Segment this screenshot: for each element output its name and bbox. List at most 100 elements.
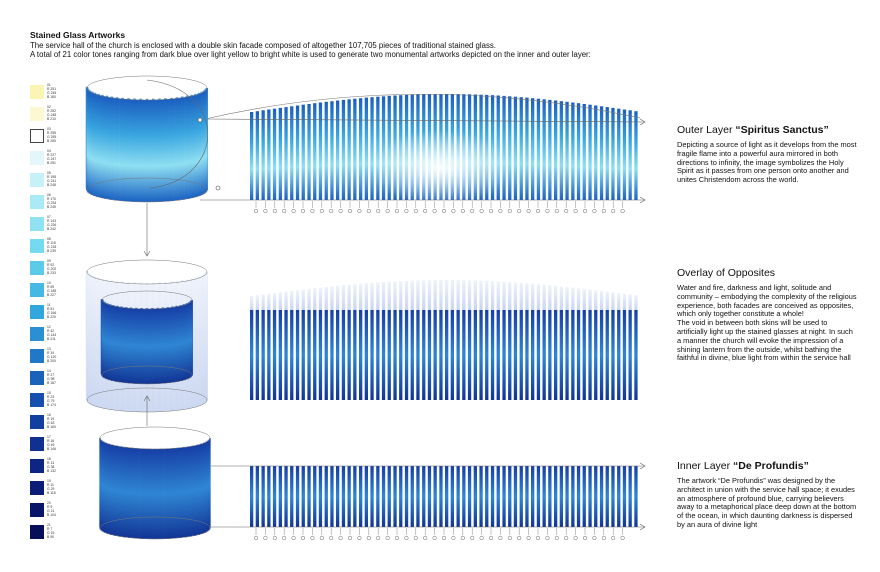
- facade-panel: [565, 101, 569, 200]
- inner-layer-panel: Inner Layer “De Profundis” The artwork “…: [677, 460, 857, 530]
- column-marker: [592, 208, 597, 214]
- facade-panel: [599, 310, 604, 400]
- facade-panel: [324, 466, 328, 527]
- facade-panel: [387, 281, 391, 310]
- facade-panel: [295, 290, 300, 310]
- cylinder-front-panel: [193, 95, 198, 198]
- column-marker: [366, 208, 371, 214]
- column-marker: [338, 535, 343, 541]
- facade-panel: [318, 310, 323, 400]
- facade-panel: [554, 310, 558, 400]
- column-marker: [479, 208, 484, 214]
- facade-panel: [341, 466, 346, 527]
- facade-panel: [450, 310, 454, 400]
- cylinder-front-panel: [102, 302, 105, 378]
- column-marker: [291, 208, 296, 214]
- column-marker: [319, 535, 324, 541]
- facade-panel: [290, 290, 294, 310]
- facade-panel: [588, 310, 592, 400]
- facade-panel: [536, 310, 541, 400]
- facade-panel: [611, 292, 615, 310]
- cylinder-front-panel: [87, 90, 90, 193]
- facade-panel: [416, 466, 420, 527]
- swatch-box: [30, 85, 44, 99]
- column-marker: [611, 208, 616, 214]
- facade-panel: [513, 96, 518, 200]
- facade-panel: [490, 281, 495, 310]
- cylinder-front-panel: [202, 275, 206, 404]
- cylinder-bottom-edge: [101, 365, 193, 385]
- facade-panel: [381, 466, 386, 527]
- facade-panel: [404, 466, 409, 527]
- facade-panel: [594, 105, 598, 200]
- cylinder-front-panel: [100, 96, 105, 198]
- facade-panel: [359, 283, 363, 310]
- facade-panel: [588, 466, 592, 527]
- facade-panel: [485, 466, 489, 527]
- facade-panel: [588, 289, 592, 310]
- swatch-code: 20 R 9 G 21 B 104: [47, 501, 56, 517]
- cylinder-front-panel: [189, 302, 192, 378]
- facade-panel: [433, 310, 437, 400]
- column-marker: [470, 535, 475, 541]
- facade-panel: [582, 466, 586, 527]
- facade-panel: [582, 104, 586, 200]
- facade-panel: [485, 310, 489, 400]
- facade-panel: [634, 310, 638, 400]
- facade-panel: [250, 112, 254, 200]
- facade-panel: [255, 111, 259, 200]
- facade-panel: [445, 310, 449, 400]
- column-marker: [554, 535, 559, 541]
- facade-panel: [548, 99, 552, 200]
- facade-panel: [525, 310, 529, 400]
- facade-panel: [611, 107, 615, 200]
- facade-panel: [336, 100, 340, 200]
- facade-panel: [376, 96, 380, 200]
- cylinder-front-panel: [195, 444, 201, 535]
- color-swatch: 21 R 7 G 15 B 90: [30, 523, 70, 543]
- facade-panel: [318, 287, 323, 310]
- column-marker: [253, 208, 259, 214]
- facade-panel: [467, 310, 472, 400]
- column-marker: [432, 535, 437, 541]
- cylinder-front-panel: [133, 308, 140, 384]
- column-marker: [441, 535, 447, 541]
- swatch-code: 01 R 251 G 245 B 180: [47, 83, 57, 99]
- facade-panel: [295, 105, 300, 200]
- swatch-code: 21 R 7 G 15 B 90: [47, 523, 55, 539]
- facade-panel: [559, 466, 563, 527]
- color-swatch: 03 R 255 G 255 B 255: [30, 127, 70, 147]
- facade-panel: [599, 290, 604, 310]
- cylinder-bottom-edge: [99, 516, 211, 540]
- column-marker: [319, 208, 324, 214]
- cylinder-front-panel: [200, 92, 204, 195]
- color-swatch: 06 R 170 G 234 B 245: [30, 193, 70, 213]
- facade-panel: [456, 466, 460, 527]
- column-marker: [338, 208, 343, 214]
- facade-panel: [295, 310, 300, 400]
- cylinder-top-edge: [101, 290, 193, 310]
- swatch-box: [30, 173, 44, 187]
- column-marker: [545, 208, 550, 214]
- facade-panel: [605, 466, 609, 527]
- swatch-box: [30, 327, 44, 341]
- cylinder-front-panel: [90, 276, 94, 405]
- column-marker: [554, 208, 559, 214]
- facade-panel: [485, 280, 489, 310]
- swatch-box: [30, 525, 44, 539]
- facade-panel: [404, 310, 409, 400]
- cylinder-front-panel: [184, 96, 190, 199]
- cylinder-front-panel: [88, 91, 92, 194]
- color-swatch: 20 R 9 G 21 B 104: [30, 501, 70, 521]
- intro-line-2: A total of 21 color tones ranging from d…: [30, 50, 591, 59]
- facade-panel: [399, 466, 403, 527]
- facade-panel: [502, 281, 506, 310]
- column-marker: [310, 535, 315, 541]
- facade-panel: [571, 466, 575, 527]
- cylinder-front-panel: [104, 96, 110, 199]
- color-swatch: 08 R 115 G 218 B 239: [30, 237, 70, 257]
- up-arrow-head: [143, 395, 151, 402]
- facade-panel: [353, 284, 357, 310]
- column-marker: [601, 535, 606, 541]
- facade-panel: [502, 466, 506, 527]
